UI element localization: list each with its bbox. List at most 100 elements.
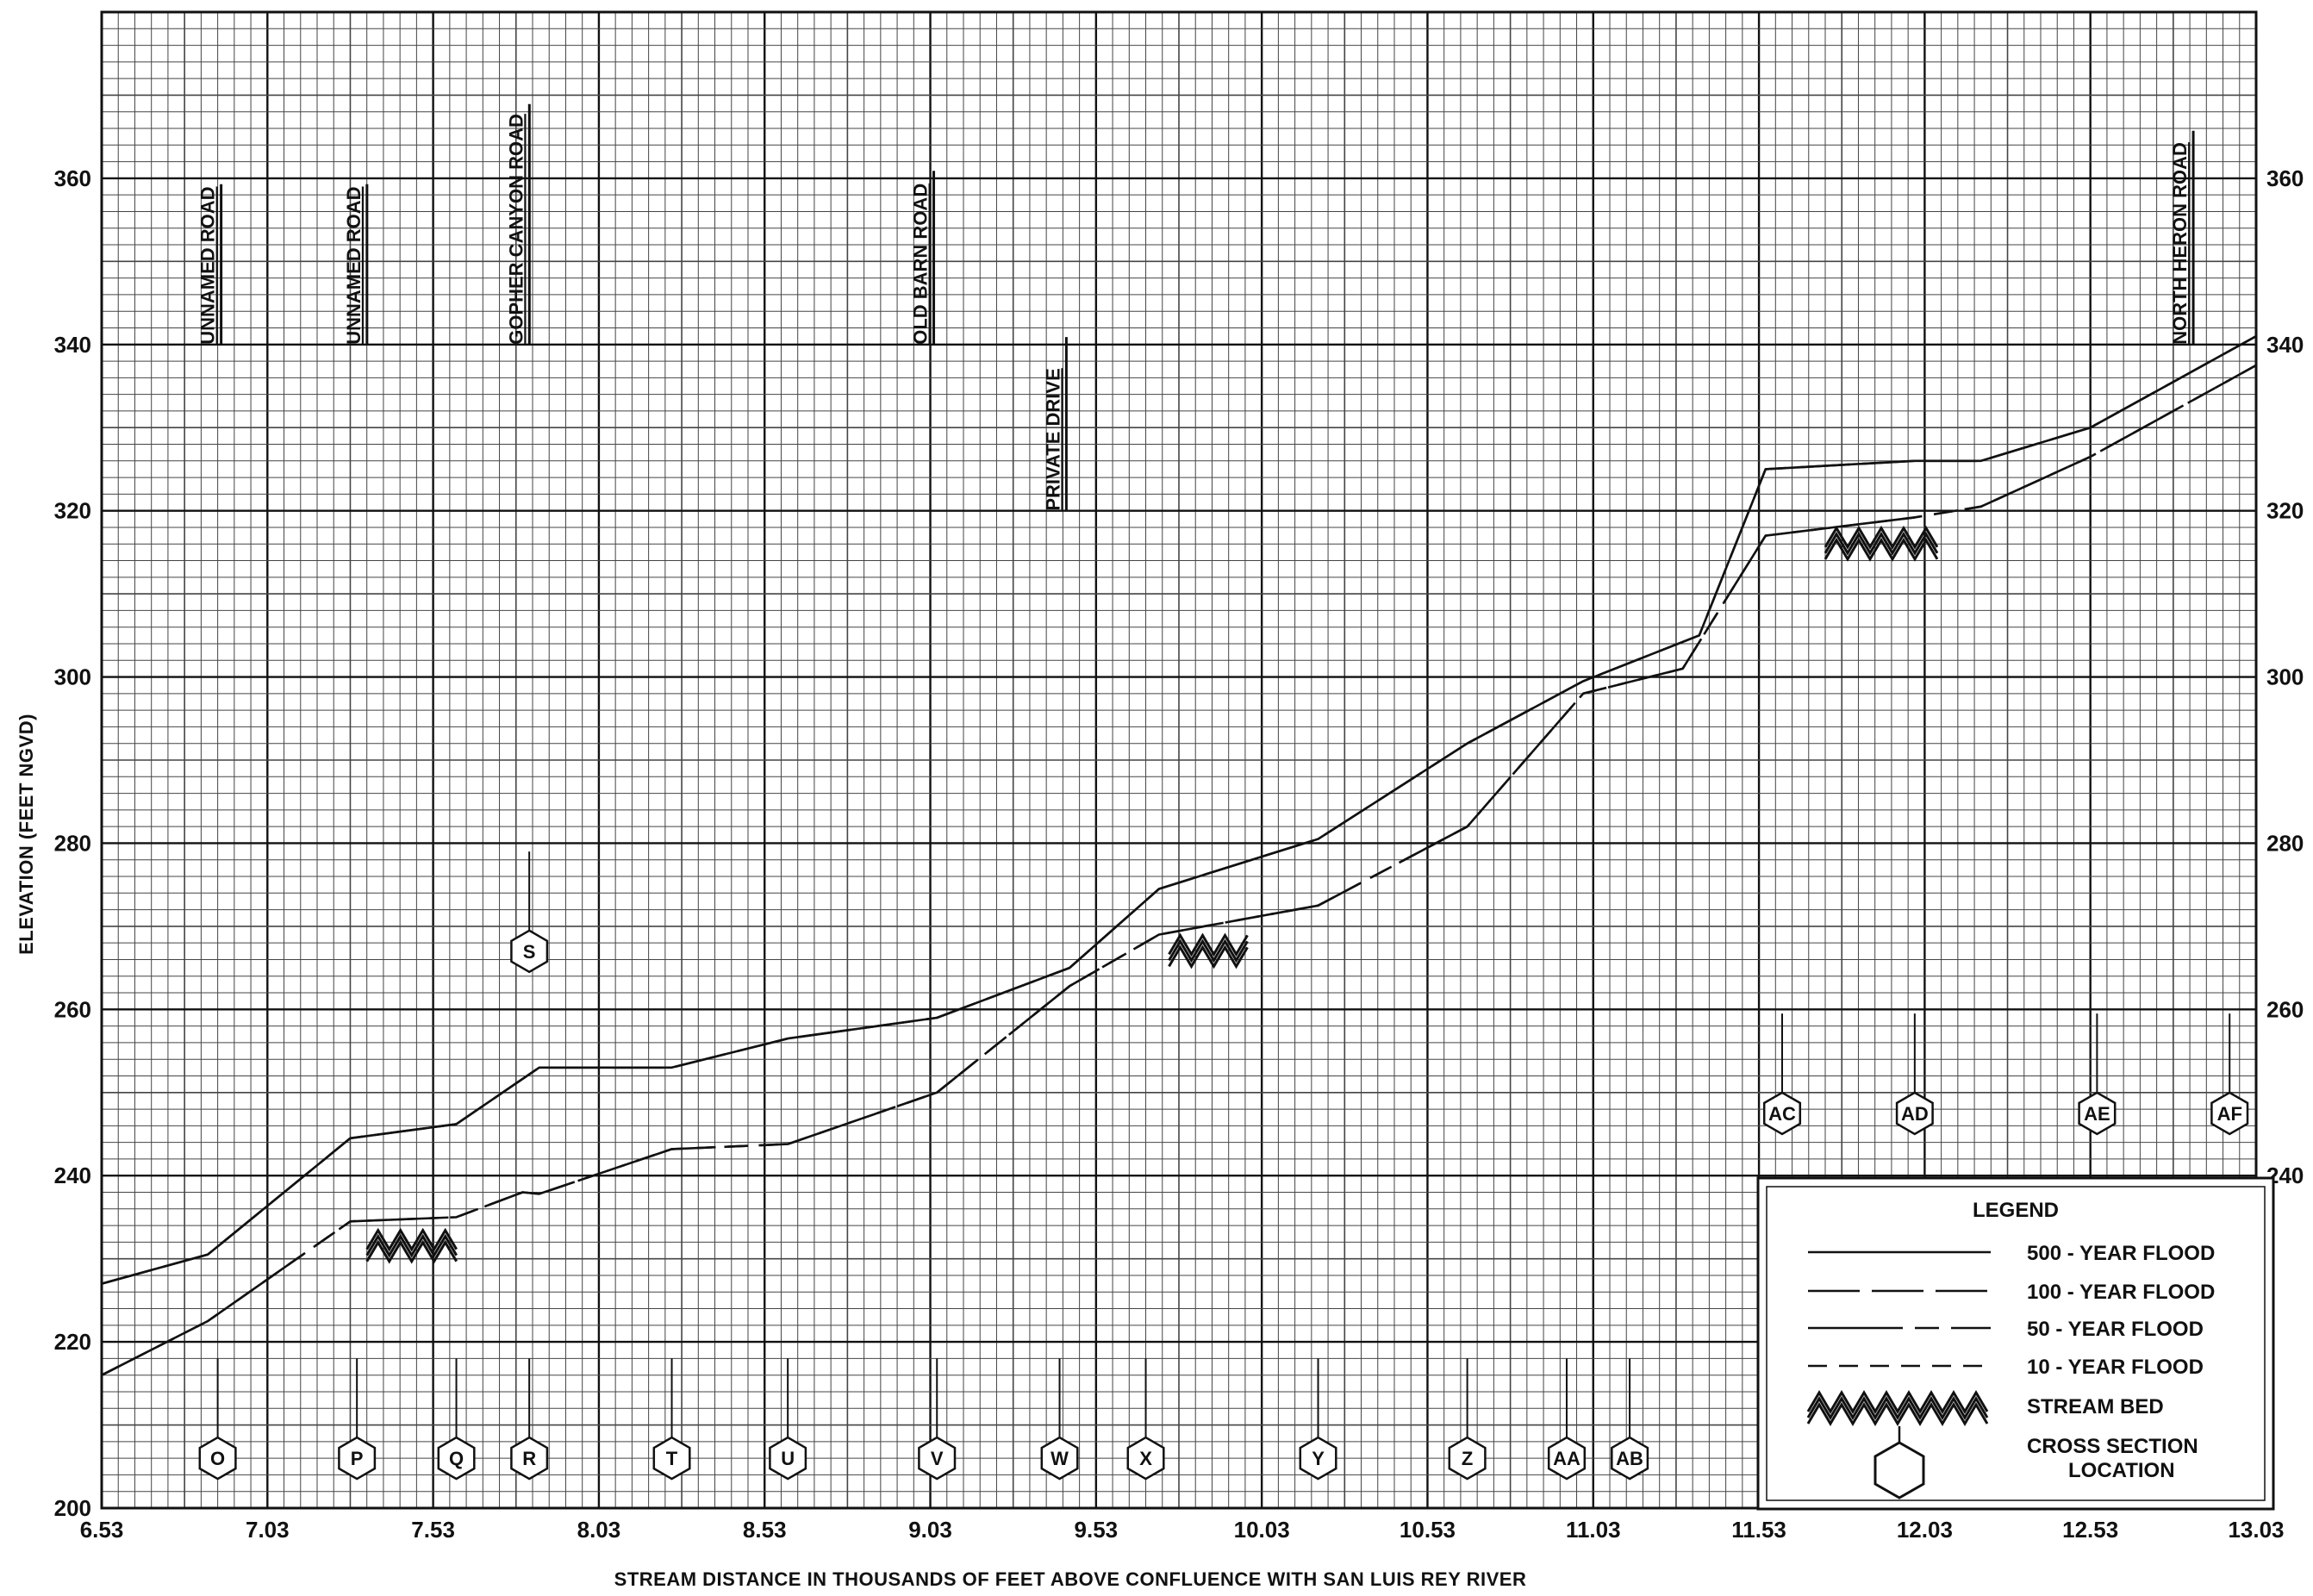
x-tick-label: 7.53	[411, 1517, 455, 1543]
cross-section-marker: AD	[1895, 1013, 1934, 1136]
cross-section-marker: W	[1040, 1358, 1079, 1481]
cross-section-hexagon	[198, 1436, 237, 1481]
cross-section-label: U	[781, 1448, 795, 1469]
cross-section-label: Z	[1462, 1448, 1473, 1469]
y-tick-label-left: 340	[54, 332, 91, 358]
cross-section-marker: O	[198, 1358, 237, 1481]
legend-swatch-xs-hexagon	[1873, 1441, 1925, 1499]
road-marker: PRIVATE DRIVE	[1042, 337, 1068, 511]
cross-section-label: O	[210, 1448, 225, 1469]
x-tick-label: 8.53	[743, 1517, 787, 1543]
y-axis-title: ELEVATION (FEET NGVD)	[16, 714, 37, 955]
cross-section-label: AC	[1768, 1103, 1796, 1125]
stream-bed-zigzag	[1168, 938, 1249, 963]
road-label: PRIVATE DRIVE	[1042, 368, 1063, 510]
cross-section-marker: S	[510, 851, 549, 974]
cross-section-marker: AE	[2078, 1013, 2117, 1136]
stream-bed-zigzag	[1806, 1396, 1989, 1420]
cross-section-label: V	[931, 1448, 944, 1469]
y-tick-label-right: 340	[2266, 332, 2304, 358]
x-tick-label: 11.03	[1566, 1517, 1621, 1543]
cross-section-hexagon	[338, 1436, 377, 1481]
stream-bed-zigzag	[1824, 525, 1939, 550]
road-marker: UNNAMED ROAD	[197, 184, 223, 345]
cross-section-label: Q	[449, 1448, 464, 1469]
stream-bed-zigzag	[1168, 932, 1249, 957]
y-tick-label-left: 200	[54, 1495, 91, 1521]
y-tick-label-left: 240	[54, 1163, 91, 1188]
x-tick-label: 9.53	[1075, 1517, 1119, 1543]
stream-bed-zigzag	[365, 1233, 458, 1258]
cross-section-label: Y	[1312, 1448, 1325, 1469]
cross-section-label: P	[351, 1448, 364, 1469]
x-tick-label: 12.03	[1897, 1517, 1953, 1543]
tick-label-layer: 6.53 7.03 7.53 8.03 8.53 9.03 9.53 10.03 10.53 11…	[54, 165, 2304, 1543]
stream-bed-zigzag	[1824, 537, 1939, 562]
legend-title: LEGEND	[1973, 1199, 2059, 1222]
y-tick-label-right: 260	[2266, 996, 2304, 1022]
cross-section-label: W	[1051, 1448, 1069, 1469]
cross-section-hexagon	[1040, 1436, 1079, 1481]
x-tick-label: 10.03	[1234, 1517, 1290, 1543]
road-marker: OLD BARN ROAD	[910, 171, 936, 345]
legend-xs-line-1: CROSS SECTION	[2027, 1435, 2198, 1458]
road-layer: UNNAMED ROAD UNNAMED ROAD GOPHER CANYON RO…	[197, 103, 2195, 511]
cross-section-marker: AF	[2210, 1013, 2249, 1136]
cross-section-hexagon	[1762, 1091, 1802, 1136]
cross-section-label: T	[666, 1448, 678, 1469]
cross-section-label: AE	[2084, 1103, 2110, 1125]
cross-section-marker: AB	[1611, 1358, 1649, 1481]
cross-section-marker: U	[769, 1358, 807, 1481]
cross-section-hexagon	[2210, 1091, 2249, 1136]
stream-bed-layer	[365, 525, 1939, 1264]
y-tick-label-left: 260	[54, 996, 91, 1022]
x-axis-title: STREAM DISTANCE IN THOUSANDS OF FEET ABO…	[614, 1568, 1527, 1590]
cross-section-label: AD	[1901, 1103, 1929, 1125]
cross-section-label: R	[522, 1448, 536, 1469]
x-tick-label: 9.03	[908, 1517, 952, 1543]
cross-section-marker: X	[1126, 1358, 1165, 1481]
legend-stream-bed-zigzag	[1806, 1390, 1989, 1426]
y-tick-label-left: 220	[54, 1329, 91, 1355]
legend-swatch-stream-bed	[1806, 1390, 1989, 1426]
cross-section-hexagon	[769, 1436, 807, 1481]
legend-label-stream-bed: STREAM BED	[2027, 1395, 2164, 1418]
stream-bed-segment	[365, 1227, 458, 1264]
stream-bed-segment	[1824, 525, 1939, 562]
series-line-10-year-flood	[101, 364, 2257, 1376]
road-label: NORTH HERON ROAD	[2169, 142, 2191, 345]
road-marker: NORTH HERON ROAD	[2169, 130, 2195, 345]
x-tick-label: 12.53	[2062, 1517, 2118, 1543]
cross-section-marker: T	[652, 1358, 691, 1481]
y-tick-label-right: 360	[2266, 165, 2304, 191]
cross-section-marker: Z	[1448, 1358, 1487, 1481]
stream-bed-zigzag	[365, 1227, 458, 1252]
y-tick-label-right: 300	[2266, 664, 2304, 690]
legend-xs-line-2: LOCATION	[2068, 1459, 2175, 1482]
x-tick-label: 10.53	[1400, 1517, 1456, 1543]
cross-section-marker: R	[510, 1358, 549, 1481]
cross-section-marker: Q	[437, 1358, 476, 1481]
x-tick-label: 13.03	[2228, 1517, 2284, 1543]
series-line-100-year-flood	[101, 334, 2257, 1285]
cross-section-marker: AC	[1762, 1013, 1802, 1136]
stream-bed-zigzag	[1806, 1390, 1989, 1414]
x-tick-label: 6.53	[80, 1517, 124, 1543]
cross-section-hexagon	[918, 1436, 957, 1481]
road-marker: UNNAMED ROAD	[343, 184, 369, 345]
cross-section-hexagon	[437, 1436, 476, 1481]
cross-section-marker: Y	[1299, 1358, 1337, 1481]
road-label: UNNAMED ROAD	[343, 186, 365, 344]
road-label: UNNAMED ROAD	[197, 186, 219, 344]
y-tick-label-right: 280	[2266, 830, 2304, 856]
legend-box	[1756, 1176, 2275, 1511]
stream-bed-segment	[1168, 932, 1249, 969]
x-tick-label: 11.53	[1731, 1517, 1786, 1543]
cross-section-marker: V	[918, 1358, 957, 1481]
legend: LEGEND 500 - YEAR FLOOD 100 - YEAR FLOOD…	[1756, 1176, 2275, 1511]
cross-section-hexagon	[652, 1436, 691, 1481]
cross-section-hexagon	[1299, 1436, 1337, 1481]
cross-section-hexagon	[510, 1436, 549, 1481]
road-label: OLD BARN ROAD	[910, 184, 932, 345]
